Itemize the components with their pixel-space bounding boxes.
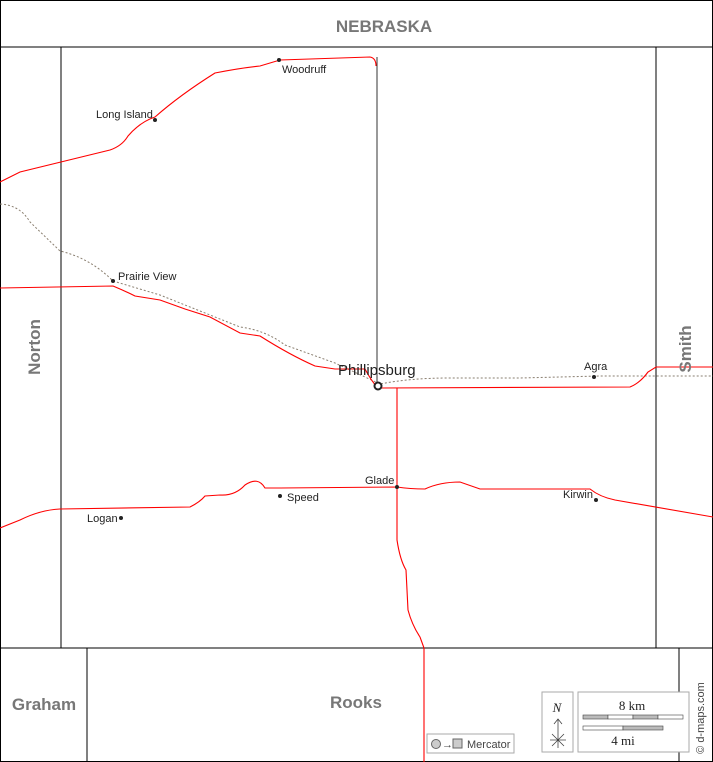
label-kirwin: Kirwin xyxy=(563,489,593,501)
arrow-icon: → xyxy=(442,739,453,751)
woodruff-dot xyxy=(277,58,281,62)
projection-legend: → Mercator xyxy=(426,733,515,754)
logan-dot xyxy=(119,516,123,520)
compass-icon xyxy=(550,718,566,748)
label-norton: Norton xyxy=(25,319,44,375)
label-agra: Agra xyxy=(584,361,608,373)
scale-bar: 8 km 4 mi xyxy=(577,691,690,753)
label-rooks: Rooks xyxy=(330,693,382,712)
label-smith: Smith xyxy=(676,325,695,372)
label-prairie-view: Prairie View xyxy=(118,271,177,283)
map-square-icon xyxy=(452,738,463,749)
label-graham: Graham xyxy=(12,695,76,714)
credit-label: © d-maps.com xyxy=(695,682,707,754)
label-logan: Logan xyxy=(87,513,118,525)
prairie-view-dot xyxy=(111,279,115,283)
scale-mi-label: 4 mi xyxy=(611,733,635,748)
county-seat-marker xyxy=(373,381,383,391)
label-speed: Speed xyxy=(287,492,319,504)
kirwin-dot xyxy=(594,498,598,502)
agra-dot xyxy=(592,375,596,379)
globe-icon xyxy=(431,739,441,749)
projection-label: Mercator xyxy=(467,739,511,751)
label-phillipsburg: Phillipsburg xyxy=(338,362,416,379)
north-arrow: N xyxy=(541,691,574,753)
label-nebraska: NEBRASKA xyxy=(336,17,432,36)
label-long-island: Long Island xyxy=(96,109,153,121)
town-markers xyxy=(111,58,598,520)
long-island-dot xyxy=(153,118,157,122)
speed-dot xyxy=(278,494,282,498)
railway-line xyxy=(0,203,713,385)
north-label: N xyxy=(552,700,563,715)
glade-dot xyxy=(395,485,399,489)
label-glade: Glade xyxy=(365,475,394,487)
roads xyxy=(0,56,713,762)
scale-km-label: 8 km xyxy=(619,698,645,713)
label-woodruff: Woodruff xyxy=(282,64,327,76)
